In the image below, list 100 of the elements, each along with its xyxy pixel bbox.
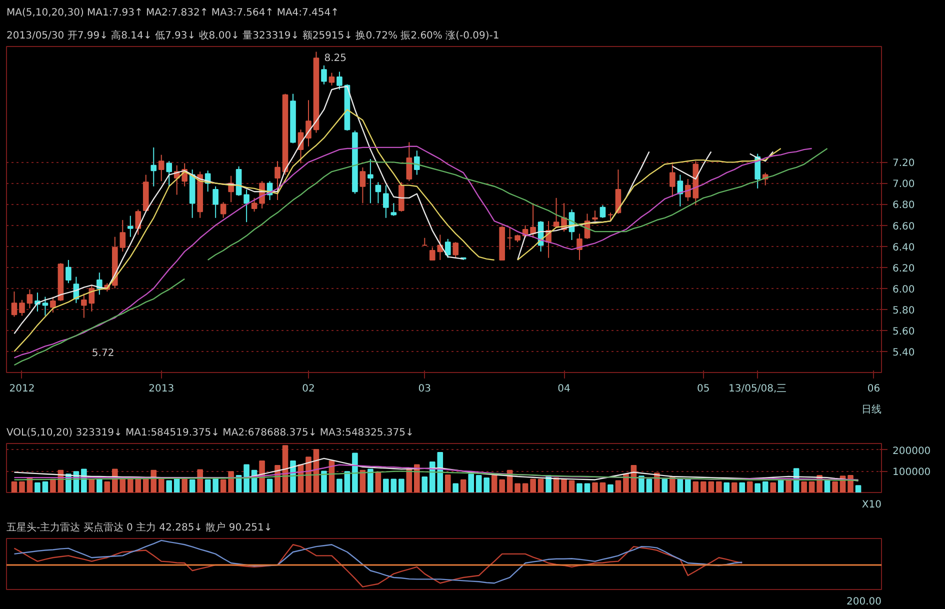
bar: [398, 478, 404, 492]
candlestick: [375, 182, 382, 204]
bar: [638, 476, 644, 492]
bar: [576, 483, 582, 492]
bar: [484, 478, 490, 492]
candlestick: [26, 288, 33, 309]
candlestick: [452, 242, 459, 258]
bar: [568, 480, 575, 492]
bar: [306, 456, 312, 492]
bar: [50, 478, 56, 492]
y-tick-label: 200000: [892, 446, 931, 457]
bar: [383, 478, 389, 492]
bar: [584, 483, 590, 492]
candlestick: [406, 142, 412, 182]
y-tick-label: 5.40: [892, 347, 915, 358]
bar: [692, 481, 699, 492]
candlestick: [600, 204, 606, 218]
bar: [801, 481, 807, 492]
bar: [522, 483, 528, 492]
candlestick: [592, 210, 598, 222]
candlestick: [212, 186, 218, 218]
bar: [344, 471, 350, 492]
line-series: [14, 470, 859, 481]
bar: [491, 474, 498, 492]
candlestick: [120, 220, 126, 252]
bar: [460, 479, 466, 492]
x-tick-label: 13/05/08,三: [728, 384, 787, 394]
candlestick: [368, 158, 374, 204]
bar: [754, 483, 761, 492]
candlestick: [244, 189, 250, 223]
bar: [608, 484, 614, 492]
text: 日线: [862, 404, 882, 416]
candlestick: [19, 299, 25, 316]
y-tick-label: 7.20: [892, 158, 915, 170]
bar: [848, 474, 854, 492]
x-tick-label: 03: [418, 384, 432, 394]
candlestick: [576, 233, 582, 260]
candlestick: [81, 293, 87, 318]
bar: [104, 481, 110, 492]
candlestick: [11, 291, 18, 318]
x-tick-label: 02: [302, 384, 315, 394]
bar: [724, 482, 730, 492]
bar: [731, 482, 738, 492]
bar: [808, 481, 815, 492]
x-tick-label: 2012: [9, 384, 35, 394]
bar: [422, 476, 428, 492]
bar: [197, 469, 203, 492]
bar: [11, 481, 18, 492]
bar: [189, 479, 196, 492]
candlestick: [158, 154, 164, 182]
bar: [786, 479, 792, 492]
text: 200.00: [846, 596, 882, 608]
chart-title: MA(5,10,20,30) MA1:7.93↑ MA2:7.832↑ MA3:7.564↑ MA4:7.454↑: [6, 8, 340, 18]
chart-title: VOL(5,10,20) 323319↓ MA1:584519.375↓ MA2:678688.375↓ MA3:548325.375↓: [6, 428, 414, 438]
chart-subtitle: 2013/05/30 开7.99↓ 高8.14↓ 低7.93↓ 收8.00↓ 量323319↓ 额25915↓ 换0.72% 振2.60% 涨(-0.09)-1: [6, 30, 500, 42]
bar: [266, 478, 273, 492]
bar: [390, 478, 397, 492]
x-tick-label: 04: [558, 384, 570, 394]
bar: [444, 474, 451, 492]
x-tick-label: 06: [867, 384, 880, 394]
candlestick: [274, 160, 280, 201]
candlestick: [306, 100, 312, 147]
bar: [414, 464, 420, 492]
bar: [212, 478, 218, 492]
bar: [670, 476, 676, 492]
y-tick-label: 6.20: [892, 263, 915, 274]
bar: [561, 478, 567, 492]
y-tick-label: 6.60: [892, 221, 915, 232]
candlestick: [670, 164, 676, 198]
bar: [615, 480, 622, 492]
bar: [832, 481, 838, 492]
candlestick: [166, 160, 172, 187]
bar: [166, 480, 172, 492]
bar: [174, 478, 180, 492]
y-tick-label: 6.40: [892, 242, 915, 254]
y-tick-label: 5.60: [892, 326, 915, 338]
bar: [530, 478, 536, 492]
bar: [468, 474, 474, 492]
bar: [182, 478, 188, 492]
candlestick: [66, 259, 72, 284]
bar: [476, 474, 482, 492]
annotation: 5.72: [92, 348, 114, 359]
bar: [662, 478, 668, 492]
bar: [746, 481, 753, 492]
candlestick: [553, 197, 560, 228]
bar: [762, 481, 768, 492]
bar: [623, 474, 629, 492]
bar: [646, 478, 652, 492]
x-tick-label: 2013: [148, 384, 174, 394]
annotation: 8.25: [324, 52, 346, 64]
bar: [321, 470, 327, 492]
bar: [592, 482, 598, 492]
bar: [42, 481, 48, 492]
candlestick: [328, 72, 335, 86]
x-tick-label: 05: [697, 384, 710, 394]
candlestick: [336, 71, 342, 90]
bar: [336, 478, 342, 492]
bar: [375, 472, 382, 492]
y-tick-label: 100000: [892, 467, 931, 478]
text: X10: [862, 500, 882, 510]
